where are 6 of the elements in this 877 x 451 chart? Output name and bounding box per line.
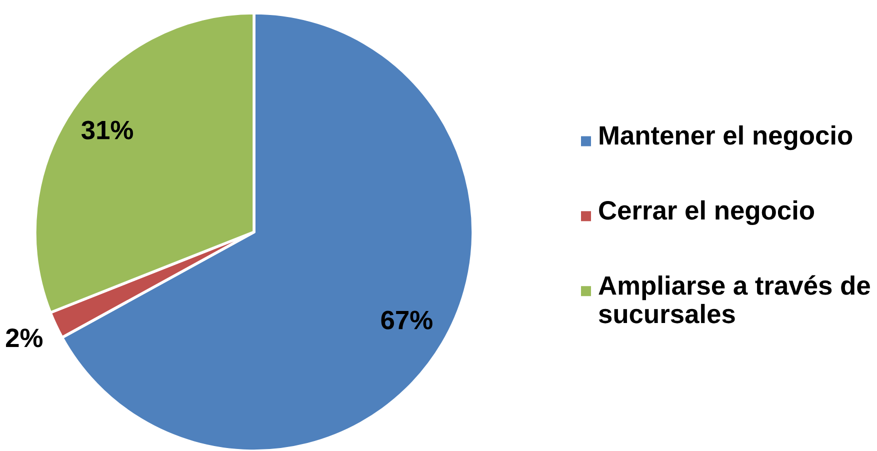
legend-label: Cerrar el negocio <box>599 200 814 226</box>
legend-label: Ampliarse a través de sucursales <box>598 275 870 324</box>
data-label: 2% <box>6 328 43 348</box>
data-label: 31% <box>81 120 133 140</box>
data-label: 67% <box>381 310 432 330</box>
legend-label: Mantener el negocio <box>600 125 852 150</box>
